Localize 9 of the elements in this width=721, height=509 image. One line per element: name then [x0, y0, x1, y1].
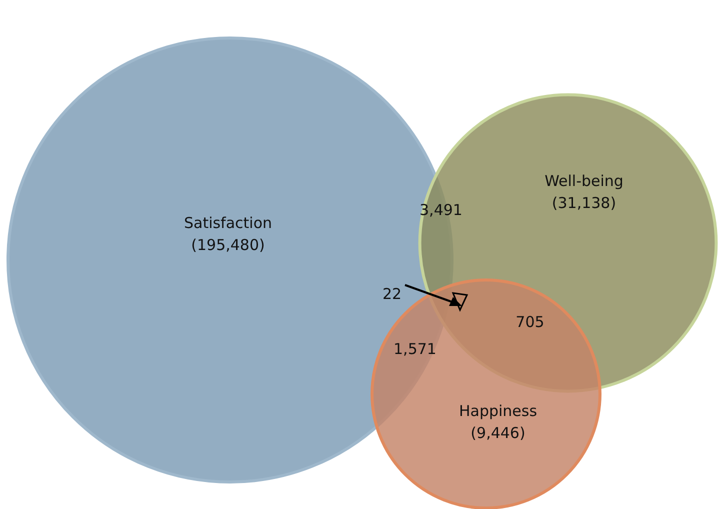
data-label: (195,480) [191, 236, 265, 254]
category-label: Happiness [458, 402, 538, 420]
text: 22 [382, 285, 402, 303]
text: 705 [516, 313, 544, 331]
data-label: (9,446) [470, 424, 526, 442]
category-label: Satisfaction [184, 214, 272, 232]
text: 1,571 [394, 340, 436, 358]
category-label: Well-being [544, 172, 624, 190]
data-label: (31,138) [552, 194, 616, 212]
